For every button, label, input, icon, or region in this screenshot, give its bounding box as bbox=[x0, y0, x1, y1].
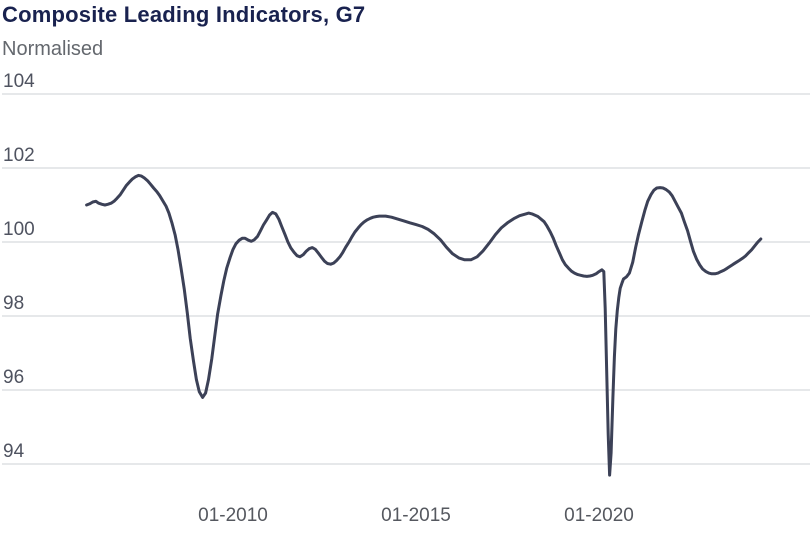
x-tick-label-01-2015: 01-2015 bbox=[381, 505, 451, 526]
y-tick-label-102: 102 bbox=[3, 145, 35, 166]
y-tick-label-96: 96 bbox=[3, 367, 24, 388]
cli-series-line bbox=[85, 173, 763, 477]
y-tick-label-104: 104 bbox=[3, 71, 35, 92]
x-tick-label-01-2020: 01-2020 bbox=[564, 505, 634, 526]
y-tick-label-100: 100 bbox=[3, 219, 35, 240]
chart-subtitle: Normalised bbox=[2, 38, 104, 60]
y-tick-label-94: 94 bbox=[3, 441, 25, 462]
y-tick-label-98: 98 bbox=[3, 293, 24, 314]
x-tick-label-01-2010: 01-2010 bbox=[198, 505, 268, 526]
chart-title: Composite Leading Indicators, G7 bbox=[2, 2, 366, 27]
